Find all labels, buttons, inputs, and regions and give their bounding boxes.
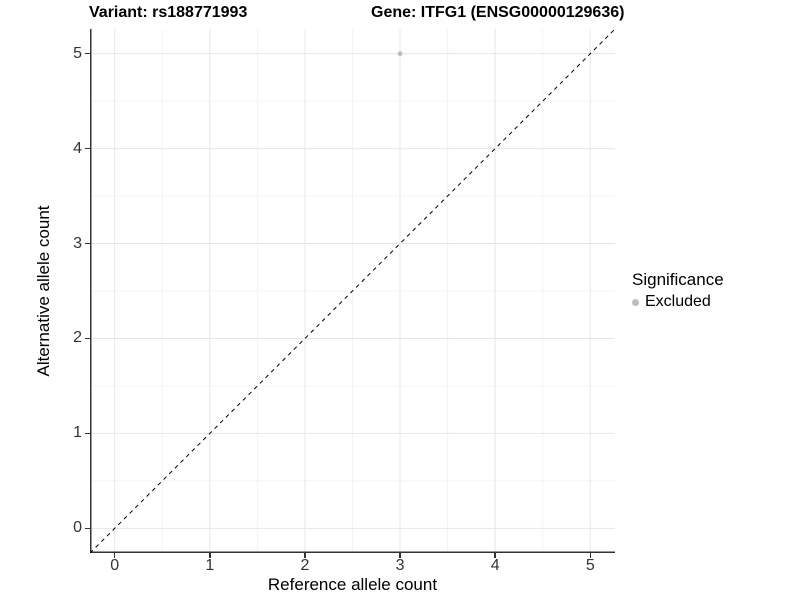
y-axis-tick [85, 527, 90, 530]
y-axis-tick [85, 432, 90, 435]
legend-item-label: Excluded [645, 293, 711, 310]
identity-reference-line [90, 29, 615, 553]
y-tick-label: 0 [73, 519, 82, 537]
x-tick-label: 1 [205, 557, 215, 574]
x-tick-label: 5 [585, 557, 595, 574]
x-axis-tick [113, 553, 116, 558]
y-axis-tick [85, 242, 90, 245]
y-axis-title: Alternative allele count [34, 205, 53, 377]
y-tick-label: 4 [73, 139, 82, 157]
y-tick-label: 1 [73, 424, 82, 442]
y-tick-label: 5 [73, 44, 82, 62]
x-axis-tick [589, 553, 592, 558]
legend-marker-circle-icon [632, 298, 639, 306]
x-axis-tick [494, 553, 496, 558]
y-tick-label: 3 [73, 234, 82, 252]
x-axis-title: Reference allele count [267, 575, 438, 594]
plot-title-gene: Gene: ITFG1 (ENSG00000129636) [371, 4, 625, 21]
x-axis-tick [399, 553, 401, 558]
legend: Significance Excluded [632, 270, 724, 311]
x-axis-tick [209, 553, 211, 558]
plot-title-variant: Variant: rs188771993 [89, 4, 248, 21]
y-axis-tick [85, 147, 90, 150]
legend-title: Significance [632, 270, 724, 289]
plot-canvas [90, 29, 615, 553]
x-tick-label: 3 [395, 557, 405, 574]
y-tick-label: 2 [73, 329, 82, 347]
plot-panel [90, 29, 615, 553]
y-axis-tick [85, 337, 90, 340]
x-tick-label: 4 [490, 557, 500, 574]
x-axis-tick [304, 553, 306, 558]
legend-item-excluded: Excluded [632, 293, 724, 311]
data-point [397, 51, 403, 57]
y-axis-tick [85, 52, 90, 55]
x-tick-label: 0 [110, 557, 120, 574]
x-tick-label: 2 [300, 557, 310, 574]
